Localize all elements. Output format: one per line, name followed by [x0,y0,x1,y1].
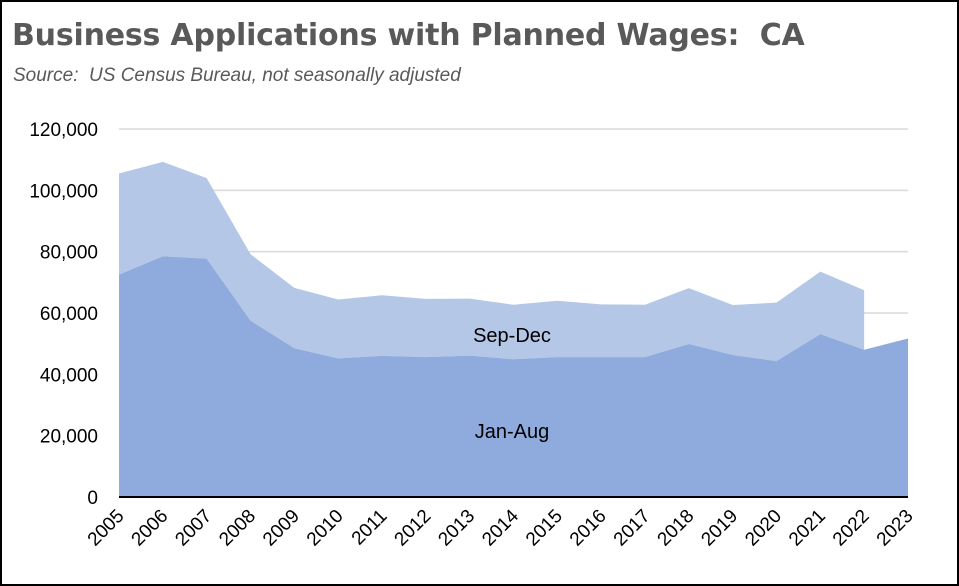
area-sep-dec [119,161,865,362]
area-jan-aug [119,256,908,497]
stacked-areas [119,161,908,497]
series-label-jan-aug: Jan-Aug [475,421,550,443]
x-tick-label: 2023 [873,506,918,551]
x-tick-label: 2007 [171,506,216,551]
x-tick-label: 2013 [434,506,479,551]
chart-subtitle: Source: US Census Bureau, not seasonally… [13,65,461,86]
y-tick-label: 120,000 [29,120,98,141]
x-tick-label: 2016 [566,506,611,551]
x-tick-label: 2018 [654,506,699,551]
series-labels: Sep-Dec Jan-Aug [473,325,551,443]
x-tick-label: 2015 [522,506,567,551]
y-tick-label: 20,000 [40,427,98,448]
y-tick-label: 40,000 [40,365,98,386]
y-tick-label: 100,000 [29,181,98,202]
y-tick-label: 80,000 [40,243,98,264]
x-tick-label: 2019 [697,506,742,551]
x-tick-label: 2022 [829,506,874,551]
x-tick-label: 2011 [348,506,392,550]
x-tick-label: 2012 [391,506,436,551]
x-axis-ticks: 2005 2006 2007 2008 2009 2010 2011 2012 2013 2014… [84,505,918,550]
x-tick-label: 2014 [478,505,523,550]
chart-title: Business Applications with Planned Wages… [12,18,805,53]
x-tick-label: 2021 [785,506,830,551]
series-label-sep-dec: Sep-Dec [473,325,551,347]
x-tick-label: 2006 [128,506,173,551]
y-tick-label: 60,000 [40,304,98,325]
x-tick-label: 2005 [84,506,129,551]
x-tick-label: 2008 [215,506,260,551]
x-tick-label: 2010 [303,506,348,551]
y-axis-ticks: 0 20,000 40,000 60,000 80,000 100,000 120,000 [29,120,98,509]
x-tick-label: 2017 [610,506,655,551]
y-tick-label: 0 [87,488,98,509]
x-tick-label: 2020 [741,506,786,551]
x-tick-label: 2009 [259,506,304,551]
